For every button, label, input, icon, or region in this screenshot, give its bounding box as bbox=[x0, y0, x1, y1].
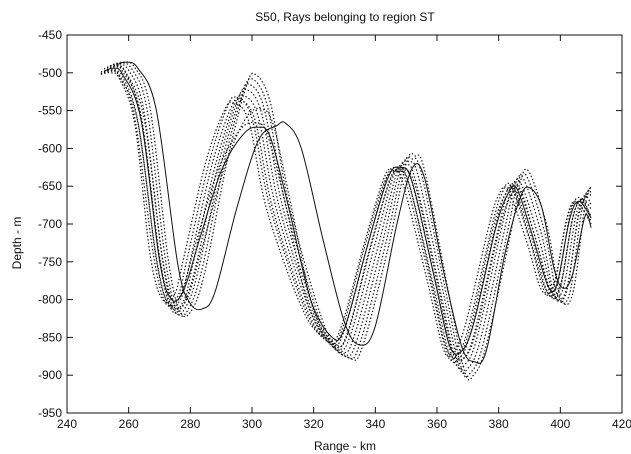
ray-path-3 bbox=[106, 65, 592, 366]
ray-path-2 bbox=[103, 70, 592, 364]
ray-path-11 bbox=[100, 69, 592, 358]
y-tick-label: -500 bbox=[38, 66, 62, 80]
x-tick-label: 300 bbox=[242, 417, 262, 431]
x-tick-label: 420 bbox=[612, 417, 631, 431]
ray-path-6 bbox=[106, 63, 592, 374]
x-tick-label: 320 bbox=[304, 417, 324, 431]
y-tick-label: -950 bbox=[38, 406, 62, 420]
chart-title: S50, Rays belonging to region ST bbox=[255, 10, 435, 24]
ray-path-5 bbox=[103, 64, 592, 370]
y-tick-label: -550 bbox=[38, 104, 62, 118]
x-axis-ticks: 240 260 280 300 320 340 360 380 400 420 bbox=[57, 35, 631, 431]
y-tick-label: -750 bbox=[38, 255, 62, 269]
y-tick-label: -450 bbox=[38, 28, 62, 42]
y-axis-ticks: -450 -500 -550 -600 -650 -700 -750 -800 -850 -900… bbox=[38, 28, 622, 420]
y-axis-label: Depth - m bbox=[10, 217, 24, 270]
x-axis-label: Range - km bbox=[314, 439, 376, 453]
ray-series-group bbox=[100, 61, 592, 381]
x-tick-label: 380 bbox=[489, 417, 509, 431]
x-tick-label: 340 bbox=[365, 417, 385, 431]
ray-path-12 bbox=[106, 65, 592, 361]
x-tick-label: 240 bbox=[57, 417, 77, 431]
ray-path-9 bbox=[116, 61, 592, 364]
ray-path-7 bbox=[109, 62, 592, 378]
x-tick-label: 400 bbox=[550, 417, 570, 431]
y-tick-label: -700 bbox=[38, 217, 62, 231]
x-tick-label: 360 bbox=[427, 417, 447, 431]
x-tick-label: 280 bbox=[180, 417, 200, 431]
y-tick-label: -600 bbox=[38, 141, 62, 155]
y-tick-label: -650 bbox=[38, 179, 62, 193]
x-tick-label: 260 bbox=[119, 417, 139, 431]
y-tick-label: -850 bbox=[38, 330, 62, 344]
y-tick-label: -800 bbox=[38, 293, 62, 307]
ray-path-8 bbox=[113, 61, 592, 381]
ray-path-4 bbox=[100, 72, 592, 357]
y-tick-label: -900 bbox=[38, 368, 62, 382]
ray-path-10 bbox=[103, 67, 592, 355]
